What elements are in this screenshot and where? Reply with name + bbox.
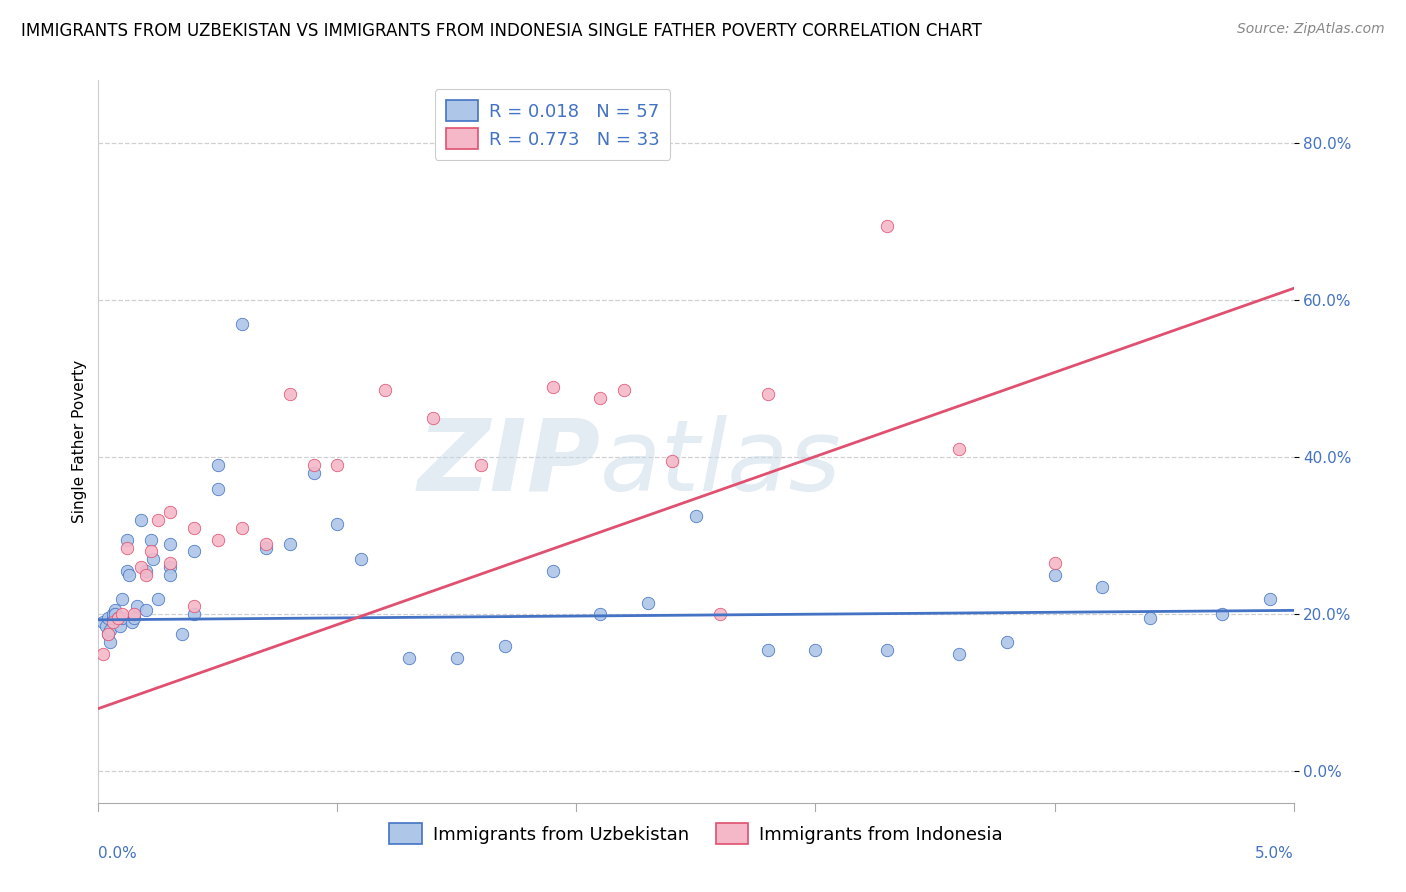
Point (254, 541, 277, 555)
Point (374, 384, 396, 398)
Point (107, 611, 129, 625)
Point (756, 387, 779, 401)
Point (804, 642, 827, 657)
Point (115, 533, 138, 547)
Point (541, 379, 564, 393)
Point (111, 611, 134, 625)
Point (876, 219, 898, 233)
Legend: Immigrants from Uzbekistan, Immigrants from Indonesia: Immigrants from Uzbekistan, Immigrants f… (382, 816, 1010, 852)
Text: ZIP: ZIP (418, 415, 600, 512)
Point (183, 521, 205, 535)
Point (326, 516, 349, 531)
Point (98, 635, 122, 649)
Point (135, 568, 157, 582)
Point (302, 466, 325, 480)
Point (115, 541, 138, 555)
Point (231, 317, 253, 331)
Point (115, 564, 138, 578)
Point (589, 607, 612, 622)
Point (661, 454, 683, 468)
Point (709, 607, 731, 622)
Point (278, 387, 301, 401)
Point (422, 411, 444, 425)
Text: IMMIGRANTS FROM UZBEKISTAN VS IMMIGRANTS FROM INDONESIA SINGLE FATHER POVERTY CO: IMMIGRANTS FROM UZBEKISTAN VS IMMIGRANTS… (21, 22, 981, 40)
Point (1258, 591, 1281, 606)
Point (97, 627, 120, 641)
Point (97, 611, 120, 625)
Point (121, 615, 143, 630)
Point (94, 619, 117, 633)
Point (278, 536, 301, 550)
Point (470, 458, 492, 472)
Point (350, 552, 373, 566)
Point (139, 544, 162, 558)
Point (108, 619, 131, 633)
Point (101, 611, 124, 625)
Point (111, 591, 134, 606)
Point (637, 595, 659, 609)
Point (135, 603, 157, 617)
Point (948, 442, 970, 457)
Point (159, 568, 181, 582)
Point (97, 627, 120, 641)
Point (159, 556, 181, 570)
Point (541, 564, 564, 578)
Point (101, 607, 124, 622)
Point (142, 552, 165, 566)
Point (685, 509, 707, 524)
Point (589, 392, 612, 406)
Point (183, 544, 205, 558)
Point (101, 615, 124, 630)
Point (148, 513, 170, 527)
Text: 0.0%: 0.0% (98, 846, 138, 861)
Text: Source: ZipAtlas.com: Source: ZipAtlas.com (1237, 22, 1385, 37)
Point (91, 615, 114, 630)
Point (125, 599, 148, 614)
Point (494, 639, 516, 653)
Point (159, 560, 181, 574)
Point (326, 458, 349, 472)
Point (183, 607, 205, 622)
Point (446, 650, 468, 665)
Point (159, 505, 181, 519)
Point (172, 627, 194, 641)
Point (254, 536, 277, 550)
Point (302, 458, 325, 472)
Point (148, 591, 170, 606)
Point (139, 533, 162, 547)
Point (207, 533, 229, 547)
Text: atlas: atlas (600, 415, 842, 512)
Point (91, 647, 114, 661)
Point (183, 599, 205, 614)
Point (1043, 556, 1066, 570)
Point (159, 536, 181, 550)
Point (1043, 568, 1066, 582)
Point (207, 482, 229, 496)
Point (131, 513, 153, 527)
Point (948, 647, 970, 661)
Point (111, 607, 134, 622)
Point (104, 607, 127, 622)
Point (118, 568, 141, 582)
Point (876, 642, 898, 657)
Point (1139, 611, 1161, 625)
Point (398, 650, 420, 665)
Y-axis label: Single Father Poverty: Single Father Poverty (72, 360, 87, 523)
Text: 5.0%: 5.0% (1254, 846, 1294, 861)
Point (98, 623, 122, 637)
Point (135, 564, 157, 578)
Point (995, 635, 1018, 649)
Point (124, 611, 146, 625)
Point (1211, 607, 1233, 622)
Point (104, 603, 127, 617)
Point (231, 521, 253, 535)
Point (107, 611, 129, 625)
Point (124, 607, 146, 622)
Point (613, 384, 636, 398)
Point (1091, 580, 1114, 594)
Point (131, 560, 153, 574)
Point (207, 458, 229, 472)
Point (756, 642, 779, 657)
